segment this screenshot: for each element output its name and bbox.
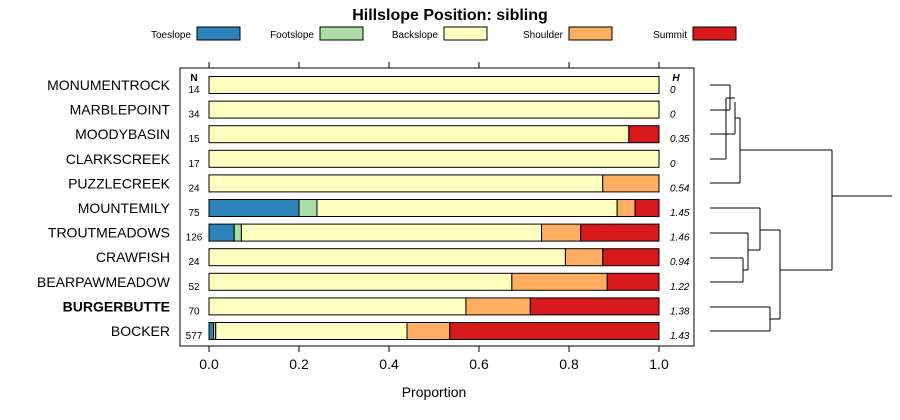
dendrogram bbox=[710, 84, 892, 332]
n-value-puzzlecreek: 24 bbox=[188, 183, 200, 194]
h-value-marblepoint: 0 bbox=[670, 110, 676, 121]
x-tick-label-0: 0.0 bbox=[199, 356, 219, 372]
category-label-troutmeadows: TROUTMEADOWS bbox=[48, 225, 170, 241]
h-value-crawfish: 0.94 bbox=[670, 257, 690, 268]
n-value-mountemily: 75 bbox=[188, 208, 200, 219]
legend-swatch-shoulder bbox=[568, 26, 613, 41]
legend-label-backslope: Backslope bbox=[392, 30, 439, 41]
h-value-monumentrock: 0 bbox=[670, 85, 676, 96]
bar-bocker-backslope bbox=[215, 322, 408, 340]
n-value-clarkscreek: 17 bbox=[188, 159, 200, 170]
h-value-puzzlecreek: 0.54 bbox=[670, 183, 690, 194]
n-value-marblepoint: 34 bbox=[188, 110, 200, 121]
n-value-burgerbutte: 70 bbox=[188, 306, 200, 317]
h-values: 0 0 0.35 0 0.54 1.45 1.46 0.94 1.22 1.38 1.43 bbox=[670, 85, 690, 342]
n-header: N bbox=[190, 73, 197, 84]
legend-swatch-summit bbox=[692, 26, 737, 41]
legend-label-footslope: Footslope bbox=[270, 30, 314, 41]
bar-troutmeadows-shoulder bbox=[541, 223, 582, 242]
bar-burgerbutte-summit bbox=[529, 297, 660, 316]
bar-mountemily-backslope bbox=[316, 199, 618, 217]
y-axis-labels: MONUMENTROCK MARBLEPOINT MOODYBASIN CLARKSC… bbox=[37, 77, 171, 339]
bar-burgerbutte-shoulder bbox=[465, 297, 531, 316]
category-label-puzzlecreek: PUZZLECREEK bbox=[68, 175, 171, 191]
bar-marblepoint-backslope bbox=[208, 100, 660, 119]
bar-mountemily-summit bbox=[634, 199, 660, 217]
bar-crawfish-backslope bbox=[208, 248, 566, 267]
n-value-monumentrock: 14 bbox=[188, 85, 200, 96]
category-label-bearpawmeadow: BEARPAWMEADOW bbox=[37, 274, 171, 290]
bar-crawfish-summit bbox=[602, 248, 660, 267]
legend-swatch-toeslope bbox=[196, 26, 241, 41]
n-values: 14 34 15 17 24 75 126 24 52 70 577 bbox=[186, 85, 203, 342]
h-value-bearpawmeadow: 1.22 bbox=[670, 282, 690, 293]
h-value-mountemily: 1.45 bbox=[670, 208, 690, 219]
bar-crawfish-shoulder bbox=[564, 248, 604, 267]
bar-puzzlecreek-shoulder bbox=[602, 174, 660, 193]
category-label-crawfish: CRAWFISH bbox=[96, 249, 170, 265]
category-label-burgerbutte: BURGERBUTTE bbox=[63, 298, 170, 314]
category-label-moodybasin: MOODYBASIN bbox=[75, 126, 170, 142]
h-header: H bbox=[672, 73, 680, 84]
legend-swatch-backslope bbox=[443, 26, 488, 41]
legend-label-toeslope: Toeslope bbox=[151, 30, 191, 41]
x-tick-label-5: 1.0 bbox=[649, 356, 669, 372]
legend-label-summit: Summit bbox=[653, 30, 687, 41]
bar-bearpawmeadow-summit bbox=[606, 272, 660, 291]
legend-swatch-footslope bbox=[319, 26, 364, 41]
category-label-clarkscreek: CLARKSCREEK bbox=[66, 151, 171, 167]
bars bbox=[208, 76, 660, 340]
n-value-troutmeadows: 126 bbox=[186, 233, 203, 244]
x-tick-label-2: 0.4 bbox=[379, 356, 399, 372]
bar-troutmeadows-toeslope bbox=[208, 223, 235, 242]
plot-frame bbox=[179, 67, 695, 347]
bar-mountemily-toeslope bbox=[208, 199, 300, 217]
legend-label-shoulder: Shoulder bbox=[523, 30, 564, 41]
bar-troutmeadows-footslope bbox=[233, 223, 242, 242]
h-value-burgerbutte: 1.38 bbox=[670, 306, 690, 317]
bar-troutmeadows-backslope bbox=[240, 223, 543, 242]
chart-title: Hillslope Position: sibling bbox=[352, 7, 548, 24]
x-axis: 0.0 0.2 0.4 0.6 0.8 1.0 bbox=[199, 62, 669, 372]
bar-bocker-toeslope bbox=[208, 322, 214, 340]
n-value-moodybasin: 15 bbox=[188, 134, 200, 145]
h-value-bocker: 1.43 bbox=[670, 331, 690, 342]
h-value-troutmeadows: 1.46 bbox=[670, 233, 690, 244]
category-label-bocker: BOCKER bbox=[111, 323, 170, 339]
bar-bearpawmeadow-shoulder bbox=[511, 272, 608, 291]
bar-clarkscreek-backslope bbox=[208, 149, 660, 168]
bar-troutmeadows-summit bbox=[580, 223, 660, 242]
x-axis-label: Proportion bbox=[402, 384, 467, 400]
bar-moodybasin-summit bbox=[628, 125, 660, 144]
n-value-bearpawmeadow: 52 bbox=[188, 282, 200, 293]
h-value-clarkscreek: 0 bbox=[670, 159, 676, 170]
bar-bocker-summit bbox=[449, 322, 660, 340]
bar-moodybasin-backslope bbox=[208, 125, 630, 144]
n-value-bocker: 577 bbox=[186, 331, 203, 342]
bar-bocker-shoulder bbox=[406, 322, 451, 340]
legend: Toeslope Footslope Backslope Shoulder Summit bbox=[151, 26, 737, 41]
x-tick-label-1: 0.2 bbox=[289, 356, 309, 372]
x-tick-label-4: 0.8 bbox=[559, 356, 579, 372]
bar-puzzlecreek-backslope bbox=[208, 174, 604, 193]
n-value-crawfish: 24 bbox=[188, 257, 200, 268]
category-label-monumentrock: MONUMENTROCK bbox=[47, 77, 171, 93]
category-label-marblepoint: MARBLEPOINT bbox=[70, 102, 171, 118]
bar-monumentrock-backslope bbox=[208, 76, 660, 94]
bar-mountemily-shoulder bbox=[616, 199, 636, 217]
bar-bearpawmeadow-backslope bbox=[208, 272, 513, 291]
bar-mountemily-footslope bbox=[298, 199, 318, 217]
bar-burgerbutte-backslope bbox=[208, 297, 467, 316]
x-tick-label-3: 0.6 bbox=[469, 356, 489, 372]
h-value-moodybasin: 0.35 bbox=[670, 134, 690, 145]
category-label-mountemily: MOUNTEMILY bbox=[78, 200, 171, 216]
